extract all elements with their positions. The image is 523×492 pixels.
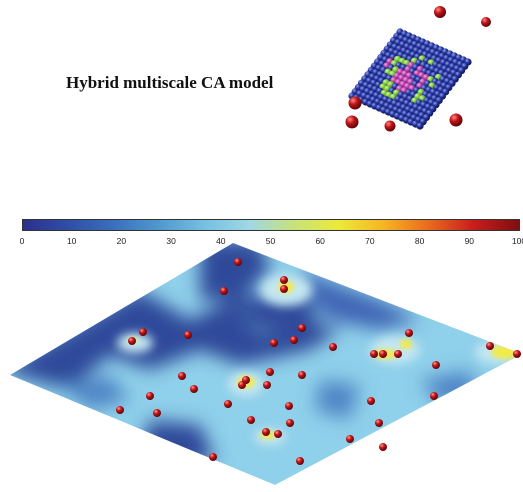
colorbar-tick-label: 30 bbox=[166, 236, 176, 246]
cell-sphere-icon bbox=[430, 392, 438, 400]
cell-sphere-icon bbox=[128, 337, 136, 345]
colorbar-tick-label: 0 bbox=[19, 236, 25, 246]
cell-sphere-icon bbox=[379, 350, 387, 358]
cell-sphere-icon bbox=[286, 419, 294, 427]
cell-sphere-icon bbox=[238, 381, 246, 389]
cell-sphere-icon bbox=[375, 419, 383, 427]
cell-sphere-icon bbox=[416, 122, 424, 130]
cell-cluster-illustration bbox=[345, 6, 491, 132]
cell-sphere-icon bbox=[280, 276, 288, 284]
cell-sphere-icon bbox=[298, 371, 306, 379]
colorbar-tick-label: 80 bbox=[414, 236, 425, 246]
cell-sphere-icon bbox=[481, 17, 491, 27]
cell-sphere-icon bbox=[270, 339, 278, 347]
colorbar-tick-label: 50 bbox=[265, 236, 276, 246]
colorbar-tick-label: 90 bbox=[464, 236, 475, 246]
colorbar-tick-label: 10 bbox=[66, 236, 77, 246]
cell-sphere-icon bbox=[224, 400, 232, 408]
surface-cells bbox=[116, 258, 521, 465]
cell-sphere-icon bbox=[384, 120, 396, 132]
cell-sphere-icon bbox=[247, 416, 255, 424]
cell-sphere-icon bbox=[405, 329, 413, 337]
cell-sphere-icon bbox=[263, 381, 271, 389]
cell-sphere-icon bbox=[139, 328, 147, 336]
cell-sphere-icon bbox=[370, 350, 378, 358]
cell-sphere-icon bbox=[116, 406, 124, 414]
cell-sphere-icon bbox=[274, 430, 282, 438]
figure-title: Hybrid multiscale CA model bbox=[66, 73, 274, 92]
cell-sphere-icon bbox=[262, 428, 270, 436]
cell-sphere-icon bbox=[449, 113, 463, 127]
cell-sphere-icon bbox=[266, 368, 274, 376]
cell-sphere-icon bbox=[280, 285, 288, 293]
cell-sphere-icon bbox=[298, 324, 306, 332]
cell-sphere-icon bbox=[209, 453, 217, 461]
colorbar-tick-label: 100 bbox=[511, 236, 523, 246]
cell-sphere-icon bbox=[367, 397, 375, 405]
cell-sphere-icon bbox=[296, 457, 304, 465]
cell-sphere-icon bbox=[184, 331, 192, 339]
colorbar-tick-label: 60 bbox=[315, 236, 325, 246]
colorbar-tick-label: 20 bbox=[116, 236, 127, 246]
colorbar bbox=[22, 219, 520, 231]
colorbar-tick-label: 70 bbox=[365, 236, 375, 246]
cell-sphere-icon bbox=[513, 350, 521, 358]
cell-sphere-icon bbox=[178, 372, 186, 380]
cell-sphere-icon bbox=[190, 385, 198, 393]
cluster-spheres bbox=[345, 6, 491, 132]
cell-sphere-icon bbox=[146, 392, 154, 400]
cell-sphere-icon bbox=[220, 287, 228, 295]
cell-sphere-icon bbox=[345, 115, 359, 129]
cell-sphere-icon bbox=[379, 443, 387, 451]
cell-sphere-icon bbox=[234, 258, 242, 266]
cell-sphere-icon bbox=[285, 402, 293, 410]
concentration-surface bbox=[10, 243, 522, 485]
cell-sphere-icon bbox=[346, 435, 354, 443]
cell-sphere-icon bbox=[394, 350, 402, 358]
surface-field bbox=[10, 243, 522, 485]
cell-sphere-icon bbox=[153, 409, 161, 417]
cell-sphere-icon bbox=[329, 343, 337, 351]
colorbar-tick-label: 40 bbox=[216, 236, 226, 246]
cell-sphere-icon bbox=[432, 361, 440, 369]
cell-sphere-icon bbox=[486, 342, 494, 350]
cell-sphere-icon bbox=[434, 6, 446, 18]
cell-sphere-icon bbox=[348, 96, 362, 110]
cell-sphere-icon bbox=[290, 336, 298, 344]
